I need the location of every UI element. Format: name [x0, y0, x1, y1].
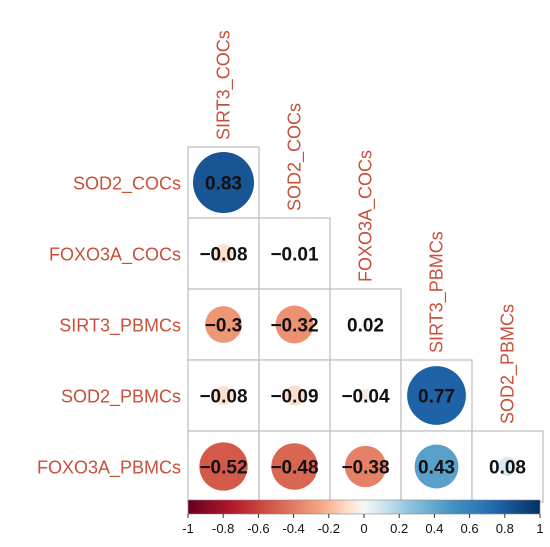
correlation-value: −0.08: [199, 387, 247, 408]
correlation-value: 0.43: [418, 458, 455, 479]
colorbar-tick-label: 0: [360, 521, 367, 536]
correlation-value: −0.04: [341, 387, 390, 408]
column-label: SIRT3_PBMCs: [427, 231, 448, 353]
grid-cell: [258, 359, 331, 432]
colorbar-gradient: [187, 499, 541, 515]
colorbar-tick-label: -0.8: [212, 521, 234, 536]
correlation-circle: [214, 244, 233, 263]
row-label: SOD2_COCs: [73, 174, 181, 195]
column-label: SOD2_COCs: [285, 103, 306, 211]
colorbar-tick-label: -1: [182, 521, 194, 536]
colorbar-tick-label: 0.6: [461, 521, 479, 536]
correlation-value: −0.08: [199, 245, 247, 266]
correlation-circle: [407, 366, 466, 425]
correlation-circle: [205, 306, 242, 343]
correlation-values: 0.83 −0.08 −0.01 −0.3 −0.32 0.02 −0.08 −0.09 −0.…: [199, 174, 526, 479]
correlation-value: 0.83: [205, 174, 242, 195]
correlation-value: −0.48: [270, 458, 318, 479]
colorbar-tick-label: 0.2: [390, 521, 408, 536]
correlation-circle: [284, 385, 305, 406]
row-label: SOD2_PBMCs: [61, 387, 181, 408]
column-labels: SIRT3_COCs SOD2_COCs FOXO3A_COCs SIRT3_PBMC…: [214, 30, 519, 424]
correlation-value: 0.08: [489, 458, 526, 479]
column-label: SOD2_PBMCs: [498, 304, 519, 424]
correlation-circle: [414, 444, 459, 489]
colorbar: -1 -0.8 -0.6 -0.4 -0.2 0 0.2 0.4 0.6 0.8 1: [182, 499, 544, 536]
correlation-circle: [214, 386, 233, 405]
row-labels: SOD2_COCs FOXO3A_COCs SIRT3_PBMCs SOD2_PBMC…: [37, 174, 181, 479]
correlation-value: 0.02: [347, 316, 384, 337]
correlation-value: −0.3: [205, 316, 243, 337]
correlation-circle: [360, 319, 371, 330]
correlation-value: −0.32: [270, 316, 318, 337]
grid-cell: [400, 430, 473, 503]
correlation-circle: [498, 457, 517, 476]
column-label: SIRT3_COCs: [214, 30, 235, 140]
correlation-circle: [199, 442, 248, 491]
colorbar-tick-label: -0.2: [318, 521, 340, 536]
correlation-value: −0.38: [341, 458, 389, 479]
colorbar-tick-label: 0.4: [425, 521, 443, 536]
correlation-value: 0.77: [418, 387, 455, 408]
colorbar-tick-label: -0.6: [247, 521, 269, 536]
row-label: SIRT3_PBMCs: [59, 316, 181, 337]
colorbar-tick-label: 0.8: [496, 521, 514, 536]
correlation-circle: [344, 445, 387, 488]
column-label: FOXO3A_COCs: [356, 150, 377, 282]
row-label: FOXO3A_PBMCs: [37, 458, 181, 479]
correlation-value: −0.01: [270, 245, 319, 266]
correlation-circle: [291, 250, 298, 257]
correlation-circle: [358, 388, 373, 403]
correlation-value: −0.52: [199, 458, 247, 479]
colorbar-tick-label: 1: [536, 521, 543, 536]
row-label: FOXO3A_COCs: [49, 245, 181, 266]
correlation-value: −0.09: [270, 387, 318, 408]
correlation-circles: [192, 151, 517, 491]
correlation-circle: [271, 443, 318, 490]
correlation-circle: [192, 151, 255, 214]
colorbar-tick-label: -0.4: [282, 521, 304, 536]
correlation-circle: [275, 305, 314, 344]
